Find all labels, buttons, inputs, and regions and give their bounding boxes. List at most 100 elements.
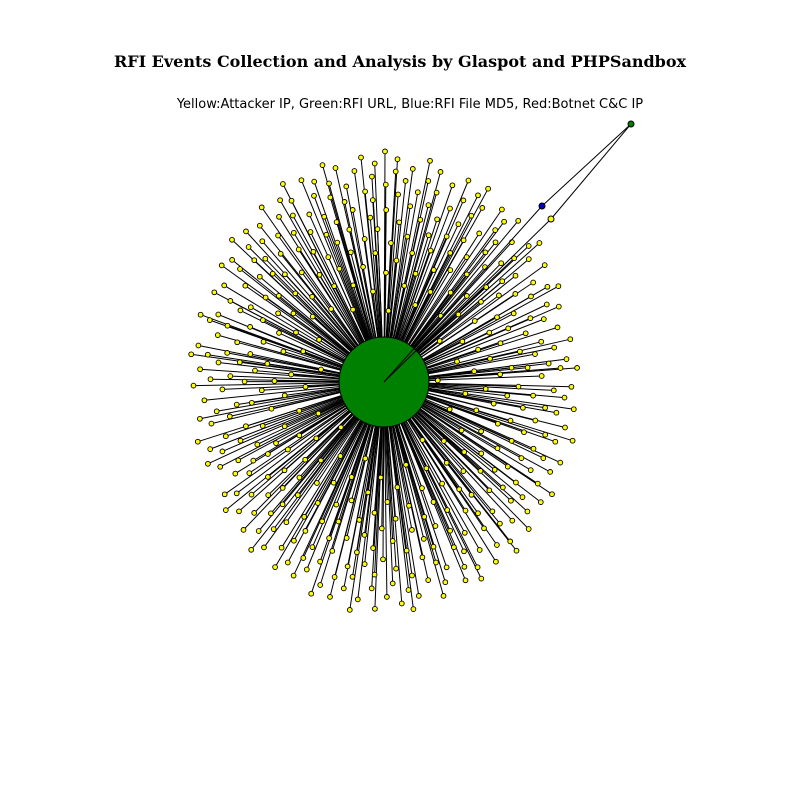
attacker-ip-node — [476, 230, 483, 237]
attacker-ip-node — [460, 237, 467, 244]
attacker-ip-node — [555, 303, 562, 310]
attacker-ip-node — [288, 197, 295, 204]
attacker-ip-node — [384, 499, 391, 505]
attacker-ip-node — [517, 348, 523, 355]
attacker-ip-node — [296, 474, 303, 481]
attacker-ip-node — [542, 404, 548, 411]
attacker-ip-node — [237, 266, 243, 272]
attacker-ip-node — [197, 366, 203, 373]
attacker-ip-node — [520, 404, 526, 411]
attacker-ip-node — [206, 317, 213, 323]
attacker-ip-node — [273, 440, 279, 446]
attacker-ip-node — [338, 424, 344, 431]
attacker-ip-node — [483, 284, 490, 290]
attacker-ip-node — [524, 364, 531, 371]
attacker-ip-node — [361, 561, 368, 567]
attacker-ip-node — [568, 383, 575, 390]
attacker-ip-node — [394, 484, 401, 491]
attacker-ip-node — [494, 445, 501, 452]
attacker-ip-node — [409, 527, 415, 533]
attacker-ip-node — [350, 282, 357, 289]
attacker-ip-node — [290, 572, 297, 579]
attacker-ip-node — [201, 397, 208, 404]
attacker-ip-node — [449, 182, 456, 189]
attacker-ip-node — [552, 438, 559, 445]
attacker-ip-node — [446, 406, 453, 413]
attacker-ip-node — [504, 392, 511, 399]
attacker-ip-node — [540, 316, 547, 322]
attacker-ip-node — [194, 438, 201, 445]
figure-subtitle: Yellow:Attacker IP, Green:RFI URL, Blue:… — [176, 97, 644, 112]
attacker-ip-node — [310, 248, 317, 255]
attacker-ip-node — [211, 289, 218, 296]
attacker-ip-node — [250, 457, 257, 464]
attacker-ip-node — [260, 338, 267, 345]
attacker-ip-node — [461, 449, 468, 455]
attacker-ip-node — [447, 250, 454, 256]
attacker-ip-node — [326, 535, 332, 541]
attacker-ip-node — [405, 587, 412, 593]
attacker-ip-node — [423, 465, 430, 472]
attacker-ip-node — [404, 233, 411, 240]
attacker-ip-node — [346, 607, 353, 613]
attacker-ip-node — [530, 445, 537, 452]
attacker-ip-node — [569, 437, 576, 444]
attacker-ip-node — [425, 232, 432, 239]
attacker-ip-node — [280, 348, 287, 355]
attacker-ip-node — [190, 382, 197, 389]
attacker-ip-node — [292, 290, 299, 297]
attacker-ip-node — [277, 250, 284, 257]
attacker-ip-node — [538, 338, 545, 345]
attacker-ip-node — [219, 386, 226, 393]
attacker-ip-node — [425, 202, 432, 208]
attacker-ip-node — [412, 270, 419, 277]
attacker-ip-node — [458, 427, 465, 434]
attacker-ip-node — [455, 311, 462, 318]
attacker-ip-node — [311, 178, 318, 185]
attacker-ip-node — [334, 239, 341, 246]
attacker-ip-node — [486, 329, 493, 336]
attacker-ip-node — [430, 499, 437, 505]
attacker-ip-node — [360, 264, 366, 270]
attacker-ip-node — [341, 199, 348, 205]
attacker-ip-node — [530, 279, 537, 286]
attacker-ip-node — [513, 547, 520, 554]
attacker-ip-node — [430, 267, 437, 273]
attacker-ip-node — [346, 226, 353, 233]
attacker-ip-node — [410, 606, 417, 612]
attacker-ip-node — [389, 580, 396, 587]
attacker-ip-node — [240, 527, 247, 533]
attacker-ip-node — [237, 437, 244, 444]
attacker-ip-node — [518, 455, 525, 461]
attacker-ip-node — [232, 470, 239, 477]
attacker-ip-node — [383, 207, 390, 213]
attacker-ip-node — [515, 217, 522, 224]
attacker-ip-node — [197, 415, 203, 422]
attacker-ip-node — [544, 283, 551, 290]
attacker-ip-node — [371, 509, 378, 516]
attacker-ip-node — [505, 325, 512, 332]
attacker-ip-node — [272, 564, 278, 570]
attacker-ip-node — [243, 228, 249, 235]
attacker-ip-node — [550, 387, 557, 394]
attacker-ip-node — [300, 555, 307, 561]
attacker-ip-node — [327, 594, 333, 600]
attacker-ip-node — [507, 417, 514, 424]
attacker-ip-node — [567, 336, 574, 343]
attacker-ip-node — [398, 600, 405, 607]
attacker-ip-node — [479, 205, 486, 211]
attacker-ip-node — [275, 232, 281, 239]
attacker-ip-node — [335, 518, 342, 525]
attacker-ip-node — [300, 348, 307, 355]
attacker-ip-node — [409, 250, 416, 256]
attacker-ip-node — [530, 392, 536, 399]
attacker-ip-node — [265, 492, 272, 498]
attacker-ip-node — [311, 192, 317, 199]
attacker-ip-node — [392, 168, 399, 175]
attacker-ip-node — [298, 177, 305, 184]
attacker-ip-node — [314, 480, 320, 486]
outlier-chain-layer — [383, 120, 635, 383]
attacker-ip-node — [443, 564, 450, 571]
attacker-ip-node — [318, 457, 324, 464]
attacker-ip-node — [222, 433, 229, 440]
